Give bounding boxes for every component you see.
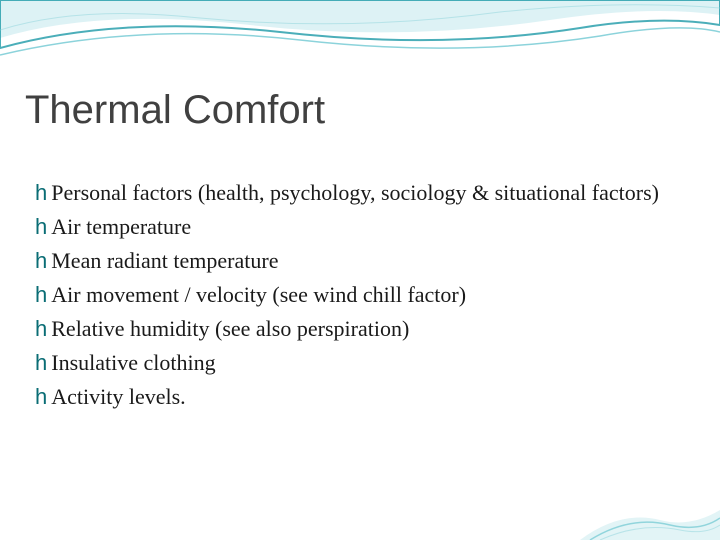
wave-decoration <box>0 0 720 75</box>
bullet-text: Air temperature <box>51 212 191 242</box>
bullet-item: h Air movement / velocity (see wind chil… <box>35 280 680 310</box>
bullet-text: Air movement / velocity (see wind chill … <box>51 280 466 310</box>
bullet-item: h Insulative clothing <box>35 348 680 378</box>
bullet-icon: h <box>35 212 47 242</box>
bullet-icon: h <box>35 348 47 378</box>
bullet-icon: h <box>35 314 47 344</box>
bullet-icon: h <box>35 246 47 276</box>
bullet-icon: h <box>35 382 47 412</box>
corner-decoration <box>580 440 720 540</box>
bullet-text: Relative humidity (see also perspiration… <box>51 314 409 344</box>
bullet-item: h Activity levels. <box>35 382 680 412</box>
bullet-item: h Personal factors (health, psychology, … <box>35 178 680 208</box>
bullet-text: Mean radiant temperature <box>51 246 278 276</box>
bullet-text: Insulative clothing <box>51 348 215 378</box>
slide-title: Thermal Comfort <box>25 88 325 133</box>
bullet-list: h Personal factors (health, psychology, … <box>35 178 680 416</box>
bullet-icon: h <box>35 280 47 310</box>
bullet-item: h Air temperature <box>35 212 680 242</box>
bullet-item: h Relative humidity (see also perspirati… <box>35 314 680 344</box>
bullet-text: Personal factors (health, psychology, so… <box>51 178 659 208</box>
bullet-icon: h <box>35 178 47 208</box>
bullet-text: Activity levels. <box>51 382 185 412</box>
bullet-item: h Mean radiant temperature <box>35 246 680 276</box>
